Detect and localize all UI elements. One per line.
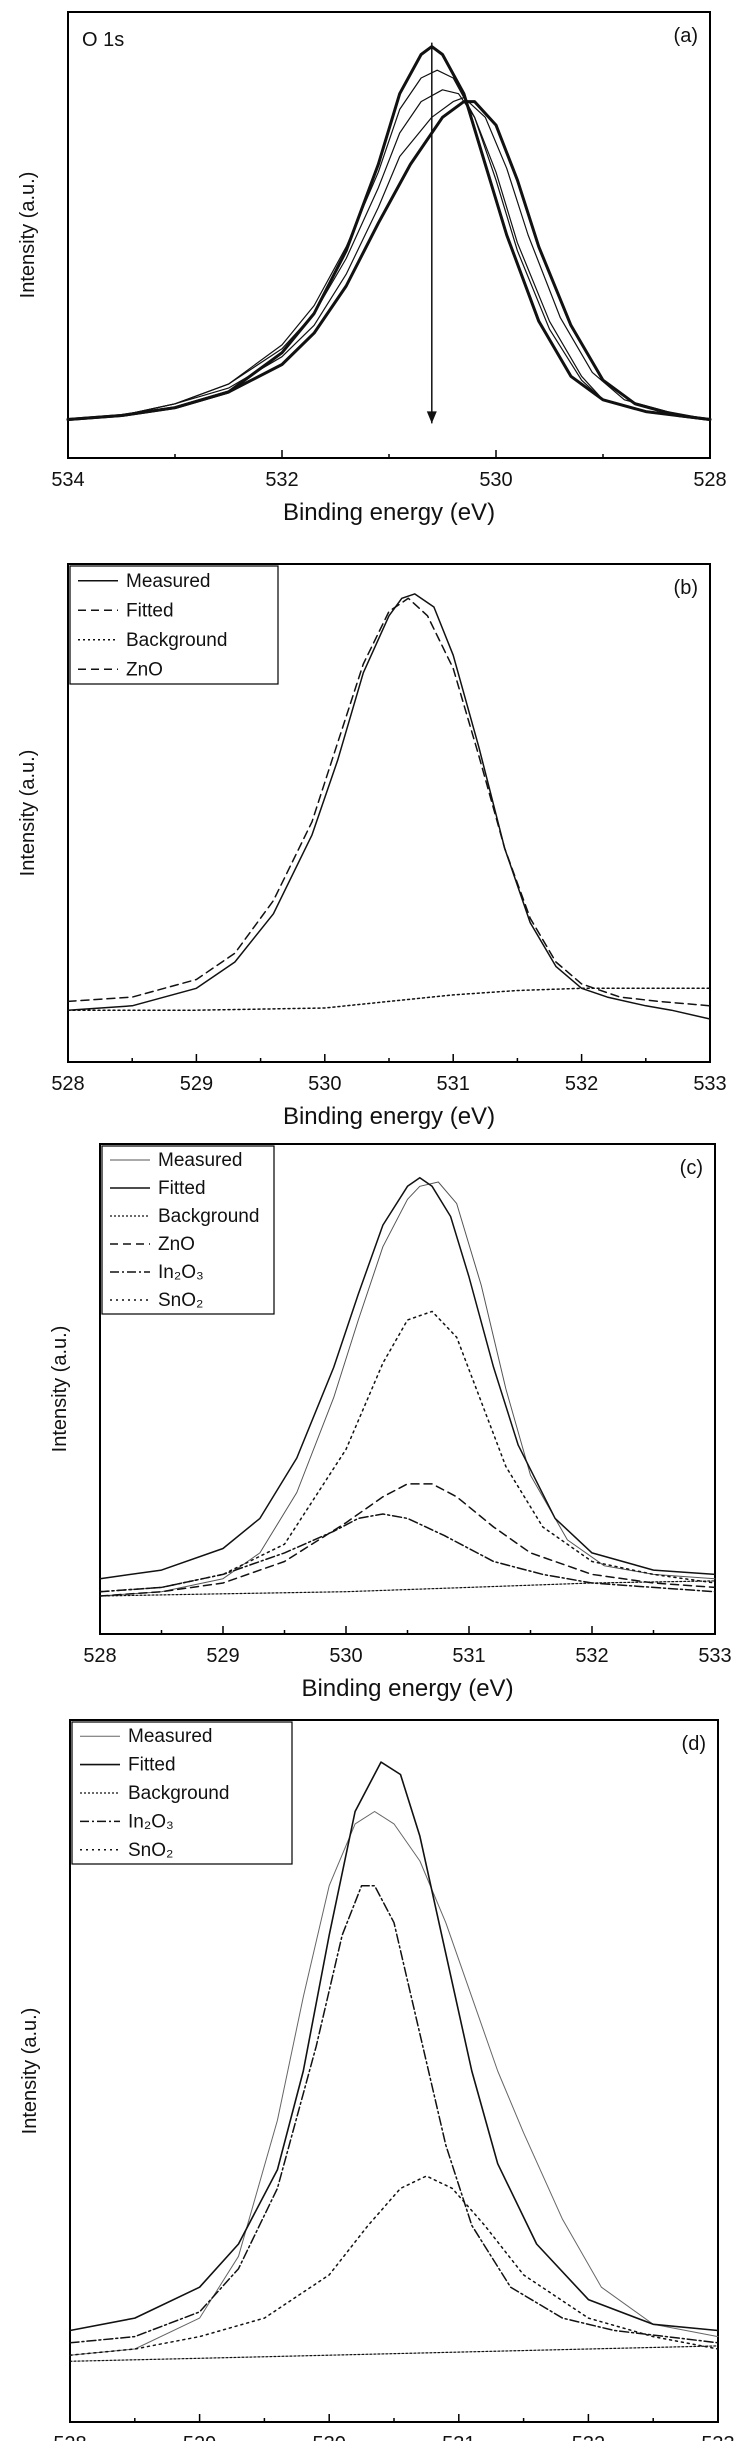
y-axis-label: Intensity (a.u.)	[17, 172, 39, 299]
series-line-background	[99, 1580, 716, 1597]
x-tick-label: 529	[180, 1073, 213, 1095]
panel-label: (b)	[674, 577, 698, 599]
series-line-sno-	[69, 2175, 719, 2356]
legend-label: Background	[128, 1783, 229, 1804]
legend-label: In₂O₃	[158, 1262, 204, 1283]
series-line-sno-	[99, 1310, 716, 1593]
series-line-background	[69, 2345, 719, 2362]
series-line-measured	[99, 1181, 716, 1597]
chart-title: O 1s	[82, 29, 124, 51]
chart-panel-2: 528 529 530 531 532 533 Binding energy (eV) Int…	[17, 563, 727, 1130]
series-line-zno	[99, 1483, 716, 1597]
x-axis-label: Binding energy (eV)	[301, 1675, 513, 1702]
arrow-head-icon	[426, 411, 437, 424]
chart-panel-3: 528 529 530 531 532 533 Binding energy (eV) Int…	[49, 1143, 732, 1702]
y-axis-label: Intensity (a.u.)	[19, 2008, 41, 2135]
x-tick-label: 529	[206, 1645, 239, 1667]
legend-label: In₂O₃	[128, 1811, 174, 1832]
legend-label: Background	[158, 1206, 259, 1227]
x-tick-label: 531	[437, 1073, 470, 1095]
x-axis-label: Binding energy (eV)	[283, 499, 495, 526]
x-tick-label: 533	[698, 1645, 731, 1667]
x-tick-label: 532	[565, 1073, 598, 1095]
x-tick-label: 530	[313, 2433, 346, 2441]
x-axis-label: Binding energy (eV)	[283, 1103, 495, 1130]
x-tick-label: 532	[572, 2433, 605, 2441]
series-line-measured	[69, 1811, 719, 2356]
series-line-in-o-	[99, 1513, 716, 1593]
series-line-2	[67, 69, 711, 421]
legend-label: SnO₂	[128, 1840, 173, 1861]
series-line-4	[67, 97, 711, 421]
x-tick-label: 532	[265, 469, 298, 491]
x-tick-label: 530	[479, 469, 512, 491]
legend-label: ZnO	[158, 1234, 195, 1255]
series-line-fitted	[99, 1176, 716, 1580]
series-line-measured	[67, 593, 711, 1020]
x-tick-label: 530	[308, 1073, 341, 1095]
x-tick-label: 529	[183, 2433, 216, 2441]
legend-label: Fitted	[158, 1178, 206, 1199]
legend-label: Measured	[126, 571, 211, 592]
chart-panel-1: 534 532 530 528 Binding energy (eV) Intensity…	[17, 11, 727, 526]
x-tick-label: 532	[575, 1645, 608, 1667]
series-line-1	[66, 45, 712, 421]
x-tick-label: 528	[83, 1645, 116, 1667]
legend-box	[69, 565, 279, 685]
legend-label: Fitted	[128, 1755, 176, 1776]
legend-label: Measured	[158, 1150, 243, 1171]
x-tick-label: 533	[693, 1073, 726, 1095]
legend-label: Background	[126, 630, 227, 651]
x-tick-label: 534	[51, 469, 84, 491]
legend-box	[101, 1145, 275, 1315]
legend-label: Measured	[128, 1726, 213, 1747]
legend-label: ZnO	[126, 659, 163, 680]
legend-label: SnO₂	[158, 1290, 203, 1311]
series-line-fitted	[69, 1761, 719, 2332]
series-line-background	[67, 987, 711, 1011]
x-tick-label: 528	[53, 2433, 86, 2441]
y-axis-label: Intensity (a.u.)	[17, 750, 39, 877]
series-line-fitted	[67, 597, 711, 1007]
x-tick-label: 528	[693, 469, 726, 491]
x-tick-label: 533	[701, 2433, 734, 2441]
x-tick-label: 530	[329, 1645, 362, 1667]
series-line-in-o-	[69, 1884, 719, 2344]
x-tick-label: 528	[51, 1073, 84, 1095]
legend-label: Fitted	[126, 600, 174, 621]
x-tick-label: 531	[452, 1645, 485, 1667]
panel-label: (d)	[682, 1733, 706, 1755]
panel-label: (c)	[680, 1157, 703, 1179]
series-line-5	[66, 100, 712, 421]
x-tick-label: 531	[442, 2433, 475, 2441]
panel-label: (a)	[674, 25, 698, 47]
y-axis-label: Intensity (a.u.)	[49, 1326, 71, 1453]
